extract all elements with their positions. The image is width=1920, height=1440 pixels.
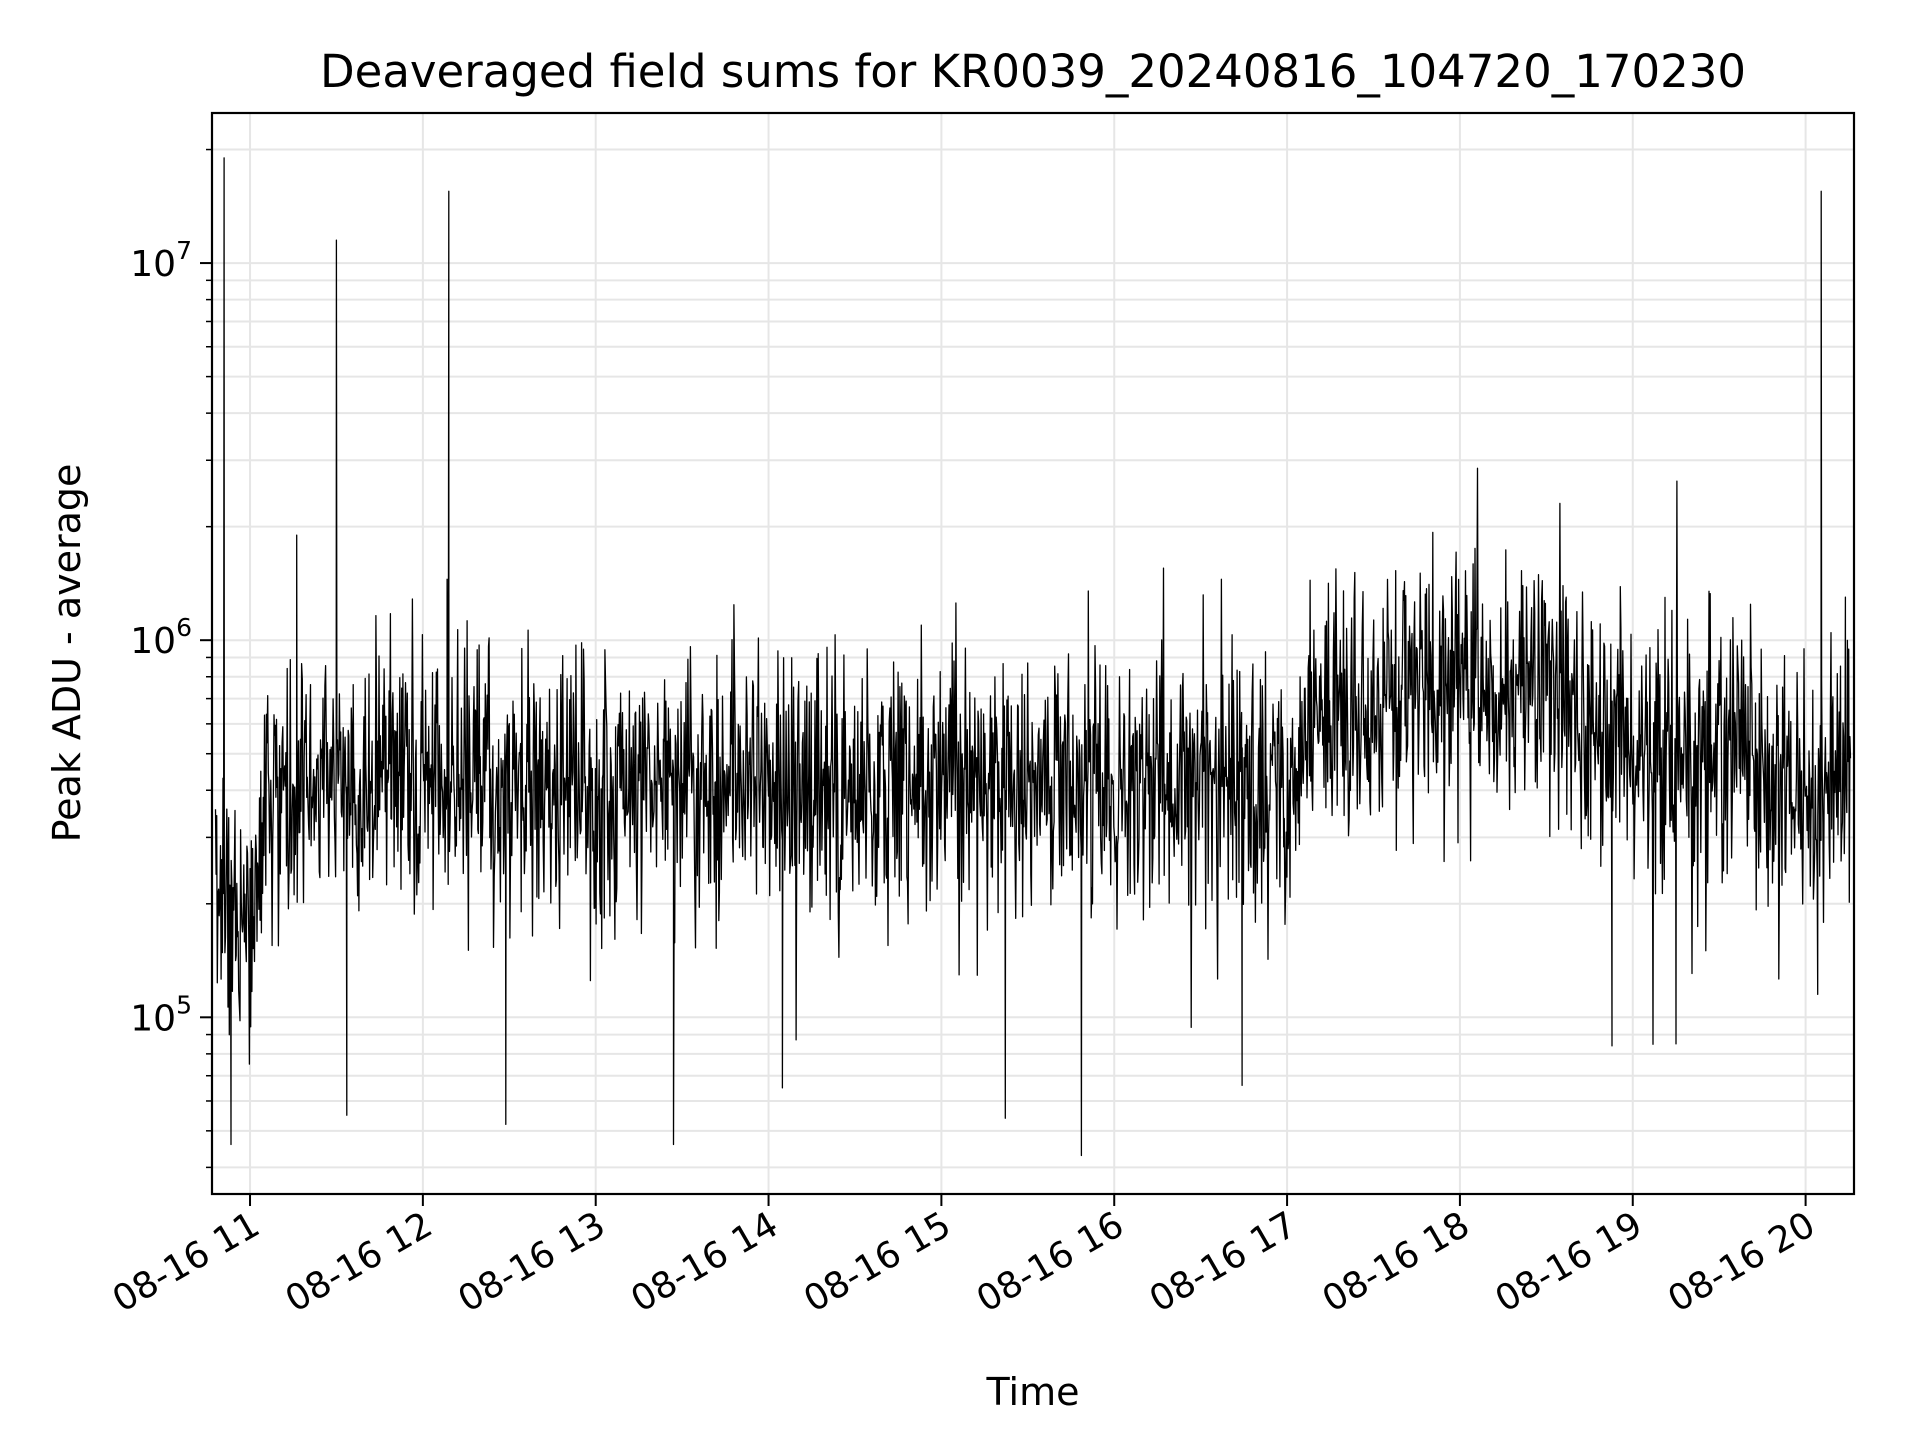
y-axis: 105 106 107 — [130, 148, 212, 1169]
series-layer — [214, 157, 1852, 1157]
y-axis-title: Peak ADU - average — [45, 464, 89, 843]
chart-title: Deaveraged field sums for KR0039_2024081… — [320, 45, 1746, 98]
x-axis-title: Time — [986, 1370, 1080, 1414]
plot-area-frame — [210, 111, 1856, 1196]
y-tick-label-0: 105 — [130, 990, 192, 1039]
y-tick-label-2: 107 — [130, 236, 192, 285]
series-line-field-sums — [214, 157, 1852, 1157]
y-tick-label-1: 106 — [130, 613, 192, 662]
